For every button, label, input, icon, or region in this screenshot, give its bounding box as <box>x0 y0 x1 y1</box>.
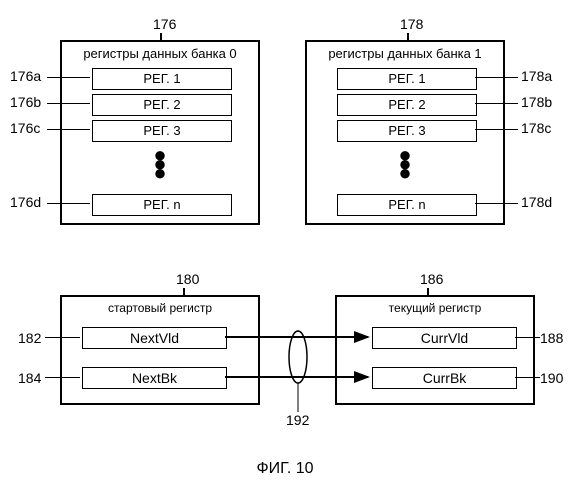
ref-176b: 176b <box>10 94 41 110</box>
bank0-row-0: РЕГ. 1 <box>92 68 232 90</box>
figure-caption: ФИГ. 10 <box>0 460 570 478</box>
current-title: текущий регистр <box>337 301 533 315</box>
bank1-ref: 178 <box>400 16 423 32</box>
lead <box>515 377 540 378</box>
ref-176c: 176c <box>10 120 40 136</box>
bank1-row-2: РЕГ. 3 <box>337 120 477 142</box>
current-row-0: CurrVld <box>372 327 517 349</box>
lead <box>47 77 90 78</box>
bank0-row-2: РЕГ. 3 <box>92 120 232 142</box>
bank0-row-1: РЕГ. 2 <box>92 94 232 116</box>
bank1-ellipsis: ●●● <box>307 150 503 177</box>
ref-176d: 176d <box>10 194 41 210</box>
bank1-row-1: РЕГ. 2 <box>337 94 477 116</box>
lead <box>47 129 90 130</box>
ref-184: 184 <box>18 370 41 386</box>
ref-178d: 178d <box>521 194 552 210</box>
bank0-box: регистры данных банка 0 РЕГ. 1 РЕГ. 2 РЕ… <box>60 40 260 225</box>
current-ref: 186 <box>420 271 443 287</box>
ref-192: 192 <box>286 412 309 428</box>
start-row-1: NextBk <box>82 367 227 389</box>
bank0-row-n: РЕГ. n <box>92 194 232 216</box>
ref-190: 190 <box>540 370 563 386</box>
bank1-row-n: РЕГ. n <box>337 194 477 216</box>
lead <box>475 203 518 204</box>
ref-178a: 178a <box>521 68 552 84</box>
lead <box>475 103 518 104</box>
start-title: стартовый регистр <box>62 301 258 315</box>
ref-176a: 176a <box>10 68 41 84</box>
lead <box>475 77 518 78</box>
current-row-1: CurrBk <box>372 367 517 389</box>
start-ref: 180 <box>176 271 199 287</box>
ref-178b: 178b <box>521 94 552 110</box>
bank0-ellipsis: ●●● <box>62 150 258 177</box>
bank0-title: регистры данных банка 0 <box>62 46 258 61</box>
lead <box>45 337 80 338</box>
diagram-canvas: 176 регистры данных банка 0 РЕГ. 1 РЕГ. … <box>0 0 570 500</box>
lead <box>45 377 80 378</box>
lead <box>47 103 90 104</box>
ref-178c: 178c <box>521 120 551 136</box>
bank0-ref: 176 <box>153 16 176 32</box>
lead <box>475 129 518 130</box>
bank1-box: регистры данных банка 1 РЕГ. 1 РЕГ. 2 РЕ… <box>305 40 505 225</box>
bank1-title: регистры данных банка 1 <box>307 46 503 61</box>
lead <box>515 337 540 338</box>
current-box: текущий регистр CurrVld CurrBk <box>335 295 535 405</box>
ref-188: 188 <box>540 330 563 346</box>
lead <box>47 203 90 204</box>
bank1-row-0: РЕГ. 1 <box>337 68 477 90</box>
ref-182: 182 <box>18 330 41 346</box>
start-row-0: NextVld <box>82 327 227 349</box>
start-box: стартовый регистр NextVld NextBk <box>60 295 260 405</box>
